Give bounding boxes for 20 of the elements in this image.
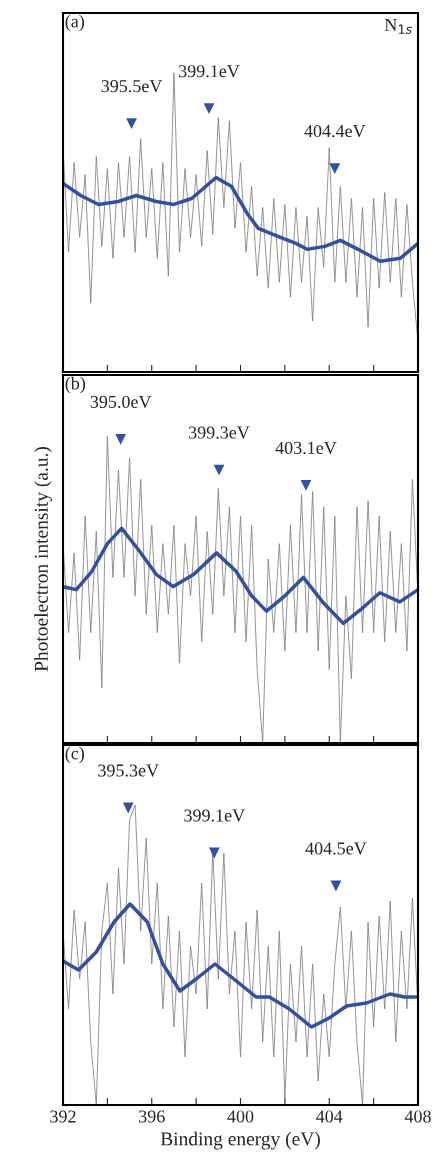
x-tick-label: 392 <box>50 1110 76 1123</box>
annotation: 404.5eV <box>305 842 367 855</box>
annotation: 395.0eV <box>90 395 152 409</box>
annotation: 399.3eV <box>189 426 250 439</box>
text: (b) <box>65 376 86 394</box>
x-tick-label: 396 <box>139 1110 165 1123</box>
x-tick-label: 408 <box>404 1110 431 1123</box>
annotation: 399.1eV <box>179 65 240 78</box>
text: (a) <box>65 14 85 32</box>
x-tick-label: 400 <box>227 1110 254 1123</box>
annotation: 404.4eV <box>304 124 366 138</box>
annotation: 403.1eV <box>275 441 337 455</box>
y-axis-title: Photoelectron intensity (a.u.) <box>34 447 52 672</box>
x-tick-label: 404 <box>316 1110 343 1123</box>
annotation: 399.1eV <box>184 809 245 822</box>
annotation: 395.5eV <box>101 80 163 93</box>
text: N$_{1s}$ <box>384 19 412 34</box>
x-axis-title: Binding energy (eV) <box>160 1131 320 1150</box>
text: (c) <box>65 746 85 764</box>
annotation: 395.3eV <box>98 764 159 777</box>
